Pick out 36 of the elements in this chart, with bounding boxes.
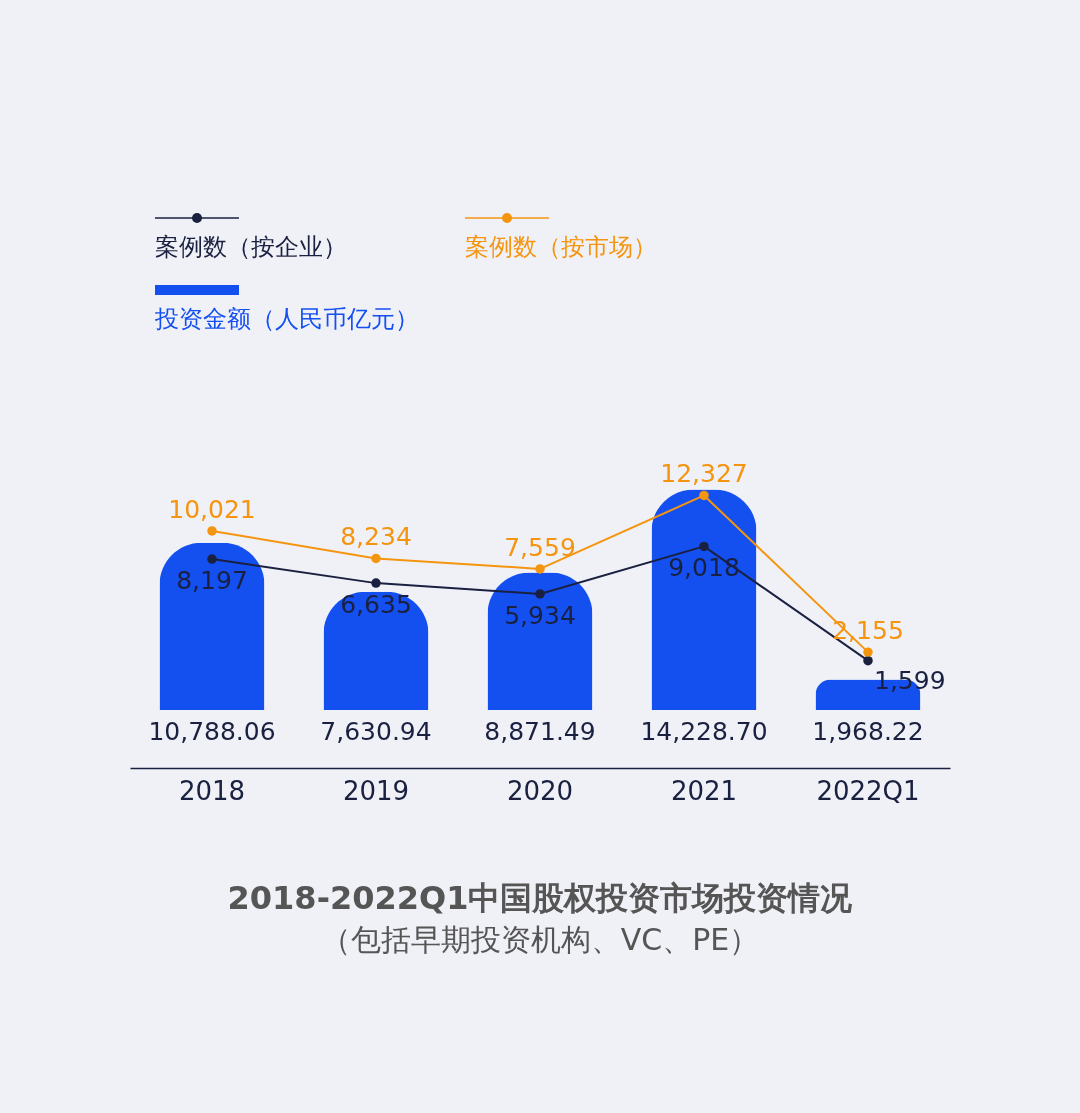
point <box>535 564 545 574</box>
data-label: 1,968.22 <box>812 717 924 746</box>
bar <box>651 489 757 710</box>
data-label: 10,021 <box>168 494 256 524</box>
data-label: 6,635 <box>340 590 412 620</box>
data-label: 5,934 <box>504 600 576 630</box>
point <box>371 553 381 564</box>
data-label: 14,228.70 <box>640 717 768 746</box>
x-tick-label: 2021 <box>670 775 738 806</box>
point <box>863 647 873 657</box>
data-label: 12,327 <box>660 459 748 489</box>
point <box>699 541 709 552</box>
point <box>863 655 873 666</box>
x-tick-label: 2018 <box>178 775 246 806</box>
data-label: 8,197 <box>176 566 248 596</box>
x-tick-label: 2022Q1 <box>816 775 920 806</box>
x-tick-label: 2019 <box>342 775 410 806</box>
point <box>207 554 217 564</box>
x-tick-label: 2020 <box>506 775 574 806</box>
point <box>371 578 381 588</box>
legend-label: 案例数（按企业） <box>155 232 347 263</box>
point <box>535 589 545 599</box>
data-label: 10,788.06 <box>148 717 276 746</box>
point <box>207 526 217 536</box>
bar <box>487 572 593 710</box>
bar <box>159 542 265 710</box>
data-label: 8,234 <box>340 522 412 552</box>
legend-label: 案例数（按市场） <box>465 232 657 263</box>
data-label: 8,871.49 <box>484 717 596 746</box>
data-label: 7,559 <box>504 532 576 562</box>
text: （包括早期投资机构、VC、PE） <box>320 922 760 957</box>
data-label: 9,018 <box>668 553 740 583</box>
text: 2018-2022Q1中国股权投资市场投资情况 <box>227 879 854 917</box>
point <box>699 490 709 501</box>
legend-label: 投资金额（人民币亿元） <box>155 304 419 335</box>
data-label: 7,630.94 <box>320 717 432 746</box>
